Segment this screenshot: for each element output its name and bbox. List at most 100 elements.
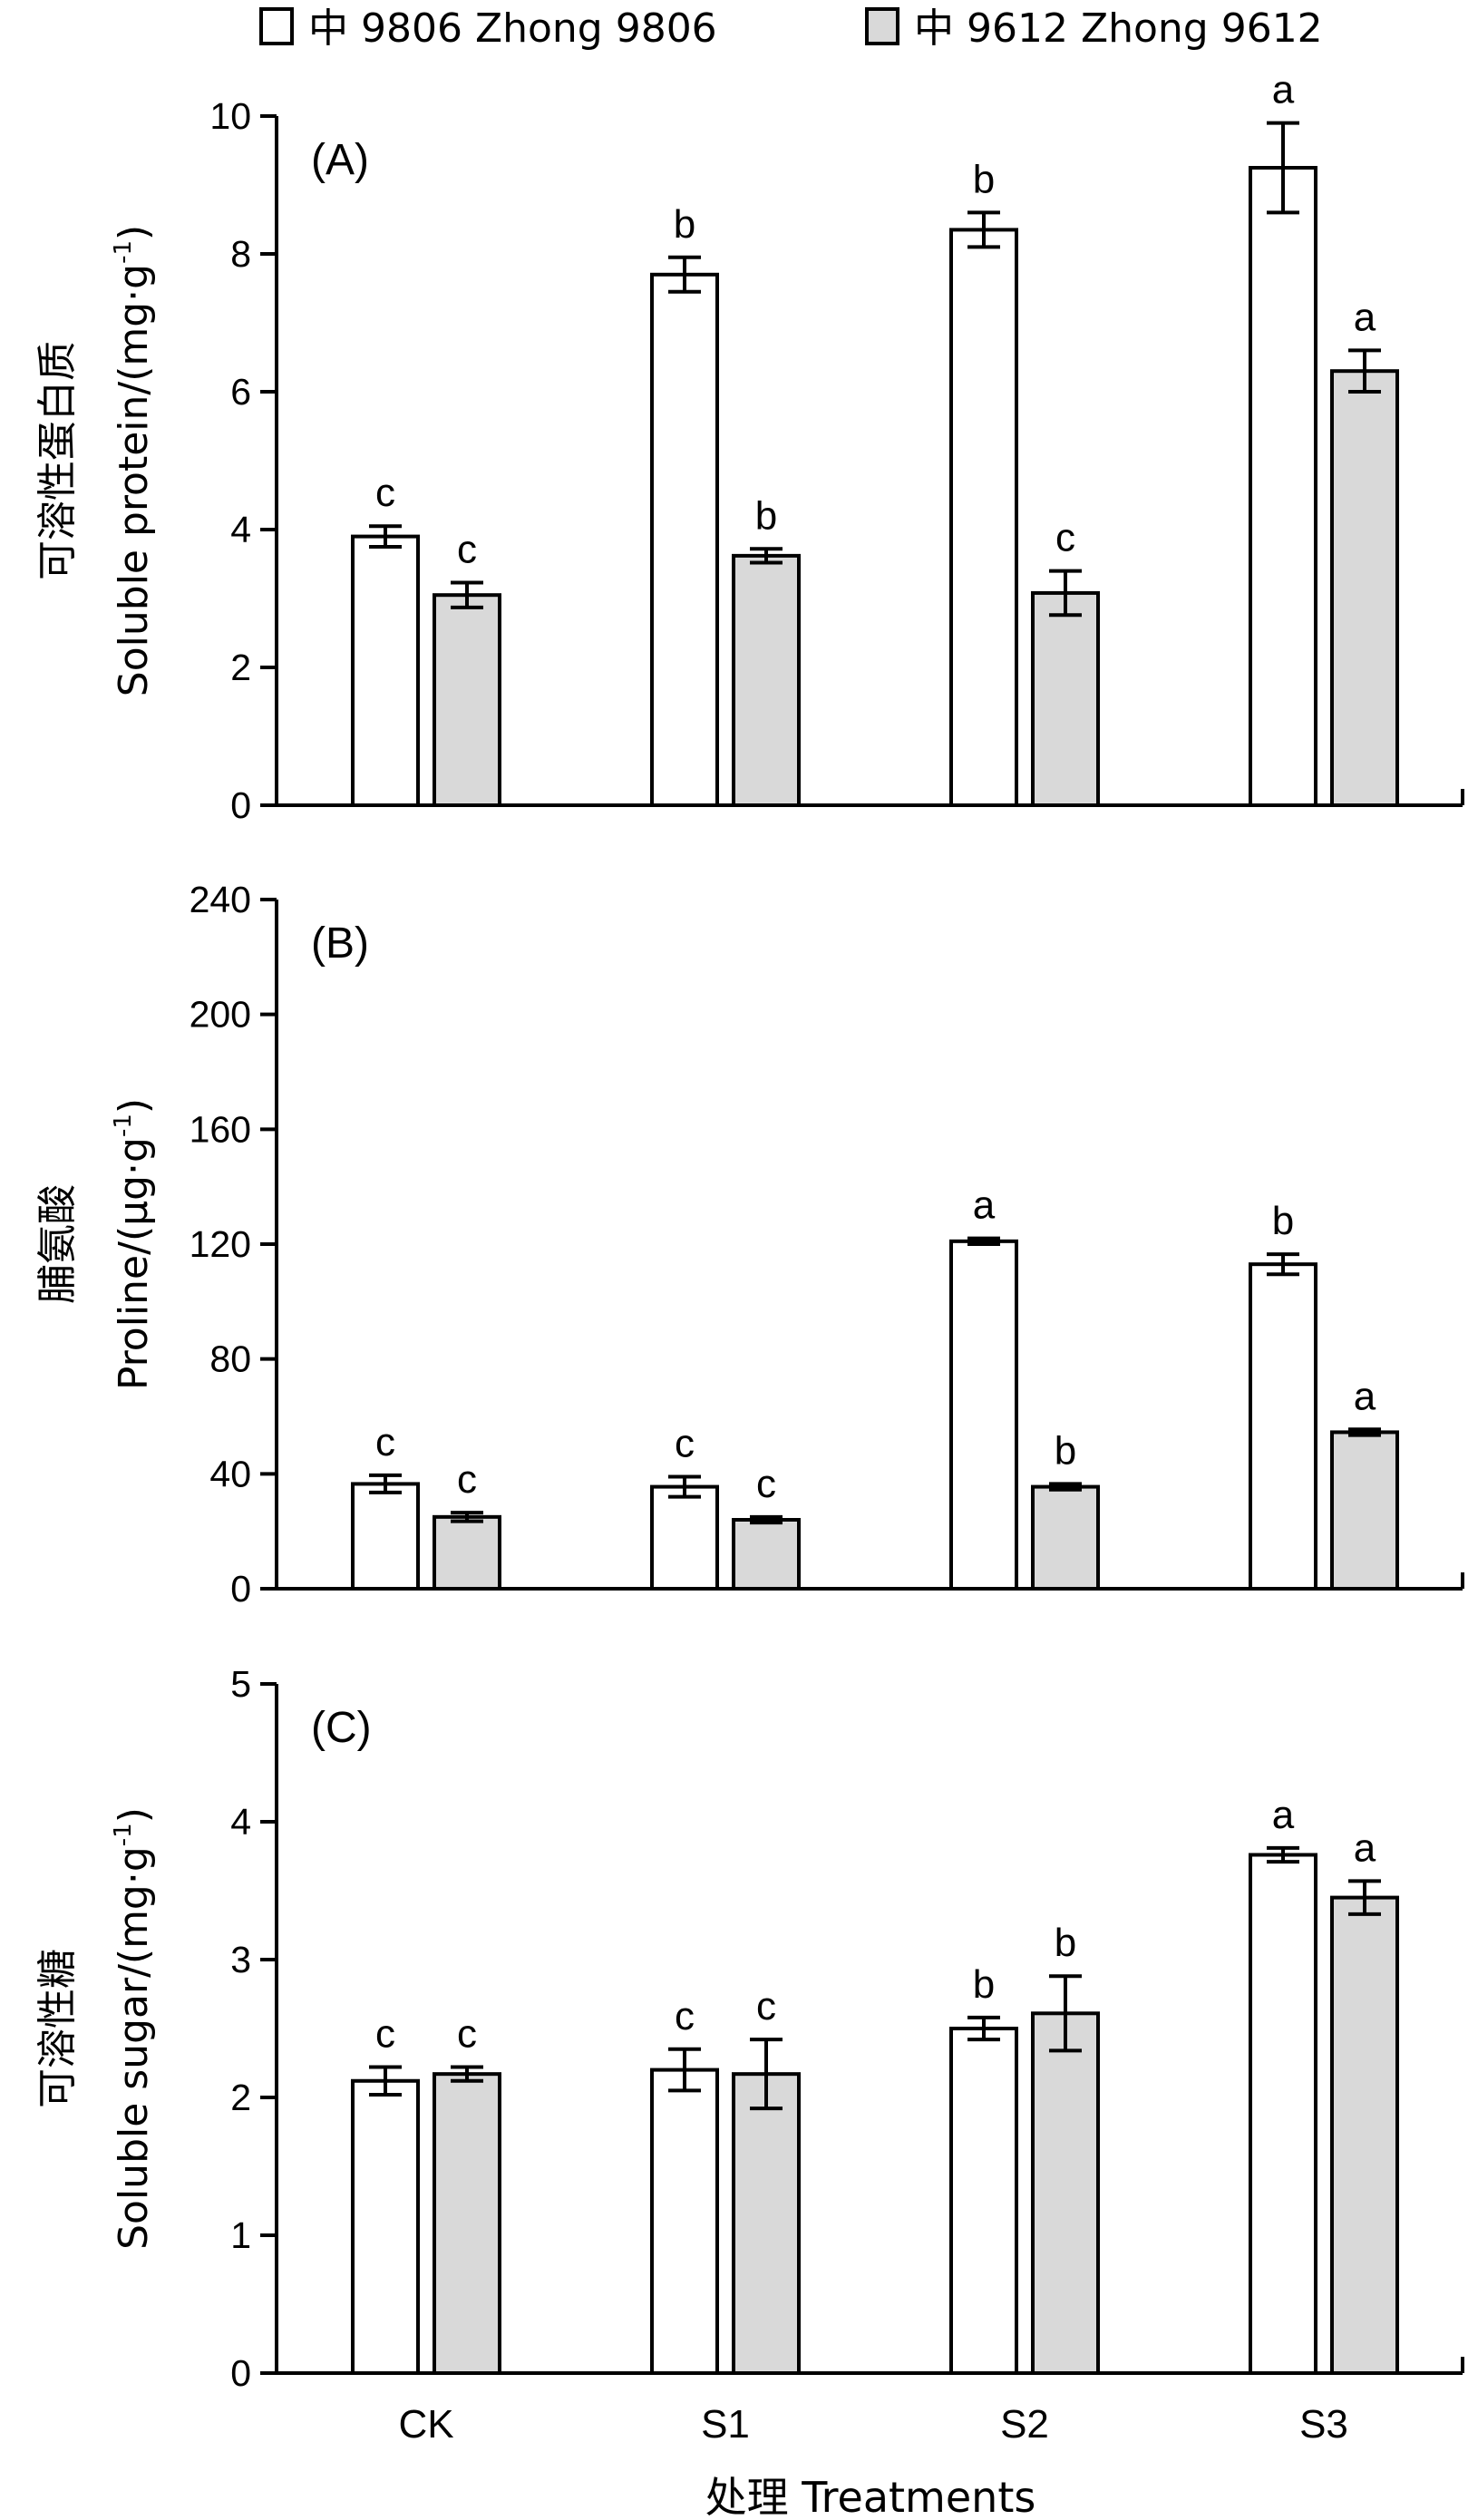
bar-series1-s1 <box>650 2068 719 2376</box>
bar-series2-s1 <box>732 1518 801 1591</box>
significance-letter: c <box>375 1420 395 1464</box>
significance-letter: a <box>973 1183 996 1228</box>
error-bar <box>967 1236 1000 1246</box>
significance-letter: b <box>1055 1428 1076 1473</box>
significance-letter: a <box>1272 1793 1295 1837</box>
error-bar <box>750 1514 783 1525</box>
error-bar <box>1348 348 1381 394</box>
bar-series2-s2 <box>1031 2011 1100 2376</box>
significance-letter: c <box>457 528 477 572</box>
bar-series1-s1 <box>650 1484 719 1591</box>
x-axis-title: 处理 Treatments <box>705 2473 1036 2520</box>
significance-letter: a <box>1354 295 1376 339</box>
y-tick-label: 0 <box>230 784 251 826</box>
significance-letter: b <box>674 202 695 247</box>
error-bar <box>369 524 402 549</box>
panel-label: (B) <box>311 919 369 968</box>
error-bar <box>1267 1845 1299 1864</box>
y-tick-label: 40 <box>209 1453 251 1494</box>
significance-letter: b <box>1055 1921 1076 1965</box>
error-bar <box>1049 569 1082 618</box>
bar-series1-s3 <box>1249 1853 1317 2375</box>
x-axis-labels: CK S1 S2 S3 <box>398 2402 1347 2447</box>
error-bar <box>967 2015 1000 2042</box>
y-tick-label: 240 <box>190 879 251 920</box>
bar-series2-ck <box>433 593 501 808</box>
y-axis-title-cn: 可溶性糖 <box>34 1949 81 2108</box>
legend: 中 9806 Zhong 9806 中 9612 Zhong 9612 <box>259 5 1323 52</box>
y-tick-label: 160 <box>190 1108 251 1150</box>
legend-label-series1: 中 9806 Zhong 9806 <box>308 5 717 52</box>
error-bar <box>451 580 483 609</box>
bar-series1-ck <box>351 1482 420 1591</box>
error-bar <box>1049 1482 1082 1492</box>
bar-series1-s3 <box>1249 1262 1317 1591</box>
error-bar <box>668 1474 701 1499</box>
significance-letter: c <box>457 1457 477 1502</box>
significance-letter: a <box>1272 68 1295 112</box>
y-tick-label: 8 <box>230 233 251 275</box>
bar-series2-s3 <box>1330 369 1399 807</box>
significance-letter: c <box>675 1422 695 1466</box>
y-tick-label: 120 <box>190 1223 251 1265</box>
significance-letter: c <box>756 1462 776 1506</box>
error-bar <box>668 255 701 294</box>
panel-3: 0 1 2 3 4 5 (C) 可溶性糖 Soluble sugar/(mg·g-1) c c b a c… <box>34 1663 1464 2394</box>
y-axis-title-en: Soluble sugar/(mg·g-1) <box>110 1807 157 2250</box>
error-bar <box>1348 1879 1381 1916</box>
y-axis-title-en: Proline/(μg·g-1) <box>110 1098 157 1390</box>
bar-series2-s1 <box>732 553 801 807</box>
y-tick-label: 2 <box>230 647 251 688</box>
legend-swatch-series1 <box>259 7 294 45</box>
bar-series2-ck <box>433 1514 501 1591</box>
significance-letter: c <box>457 2012 477 2057</box>
error-bar <box>668 2047 701 2093</box>
error-bar <box>369 2065 402 2097</box>
significance-letter: b <box>973 1962 995 2007</box>
error-bar <box>369 1473 402 1494</box>
panel-label: (C) <box>311 1704 372 1752</box>
y-tick-label: 0 <box>230 2352 251 2394</box>
bar-series2-s2 <box>1031 590 1100 807</box>
significance-letter: c <box>756 1984 776 2029</box>
bar-series2-s1 <box>732 2072 801 2375</box>
error-bar <box>1267 1252 1299 1277</box>
y-tick-label: 200 <box>190 994 251 1036</box>
bar-series1-s2 <box>949 2027 1018 2375</box>
y-tick-label: 2 <box>230 2077 251 2118</box>
significance-letter: b <box>1272 1199 1294 1243</box>
x-tick-label-ck: CK <box>398 2402 453 2447</box>
significance-letter: c <box>1055 516 1075 560</box>
error-bar <box>1049 1974 1082 2053</box>
x-tick-label-s1: S1 <box>701 2402 750 2447</box>
error-bar <box>451 2065 483 2083</box>
legend-label-series2: 中 9612 Zhong 9612 <box>914 5 1323 52</box>
y-tick-label: 3 <box>230 1939 251 1980</box>
bar-series1-s3 <box>1249 166 1317 807</box>
x-tick-label-s2: S2 <box>1000 2402 1049 2447</box>
y-tick-label: 10 <box>209 95 251 137</box>
significance-letter: a <box>1354 1374 1376 1418</box>
error-bar <box>451 1511 483 1523</box>
significance-letter: a <box>1354 1825 1376 1870</box>
error-bar <box>967 210 1000 249</box>
y-tick-label: 4 <box>230 509 251 550</box>
y-tick-label: 80 <box>209 1338 251 1380</box>
significance-letter: c <box>375 471 395 515</box>
panel-1: 0 2 4 6 8 10 (A) 可溶性蛋白质 Soluble protein/(mg·g-1)… <box>34 68 1464 826</box>
legend-swatch-series2 <box>865 7 899 45</box>
bar-series2-s3 <box>1330 1895 1399 2376</box>
panel-2: 0 40 80 120 160 200 240 (B) 脯氨酸 Proline/(μg·g-1) c… <box>34 879 1464 1610</box>
y-tick-label: 6 <box>230 371 251 413</box>
bar-series1-ck <box>351 534 420 807</box>
bar-series2-ck <box>433 2072 501 2375</box>
significance-letter: b <box>973 157 995 201</box>
error-bar <box>1267 121 1299 215</box>
significance-letter: c <box>375 2012 395 2057</box>
y-axis-title-en: Soluble protein/(mg·g-1) <box>110 225 157 696</box>
y-tick-label: 1 <box>230 2214 251 2256</box>
y-axis-title-cn: 可溶性蛋白质 <box>34 341 81 580</box>
panel-label: (A) <box>311 136 369 184</box>
